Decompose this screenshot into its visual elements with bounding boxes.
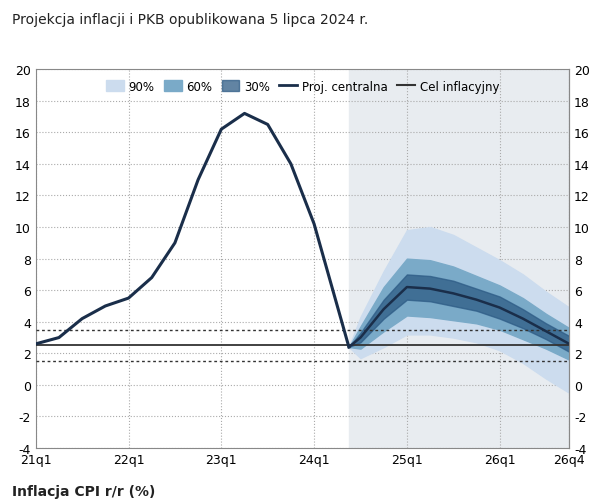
Text: Inflacja CPI r/r (%): Inflacja CPI r/r (%): [12, 484, 155, 498]
Legend: 90%, 60%, 30%, Proj. centralna, Cel inflacyjny: 90%, 60%, 30%, Proj. centralna, Cel infl…: [101, 76, 504, 98]
Bar: [349, 70, 576, 448]
Text: Projekcja inflacji i PKB opublikowana 5 lipca 2024 r.: Projekcja inflacji i PKB opublikowana 5 …: [12, 13, 368, 27]
